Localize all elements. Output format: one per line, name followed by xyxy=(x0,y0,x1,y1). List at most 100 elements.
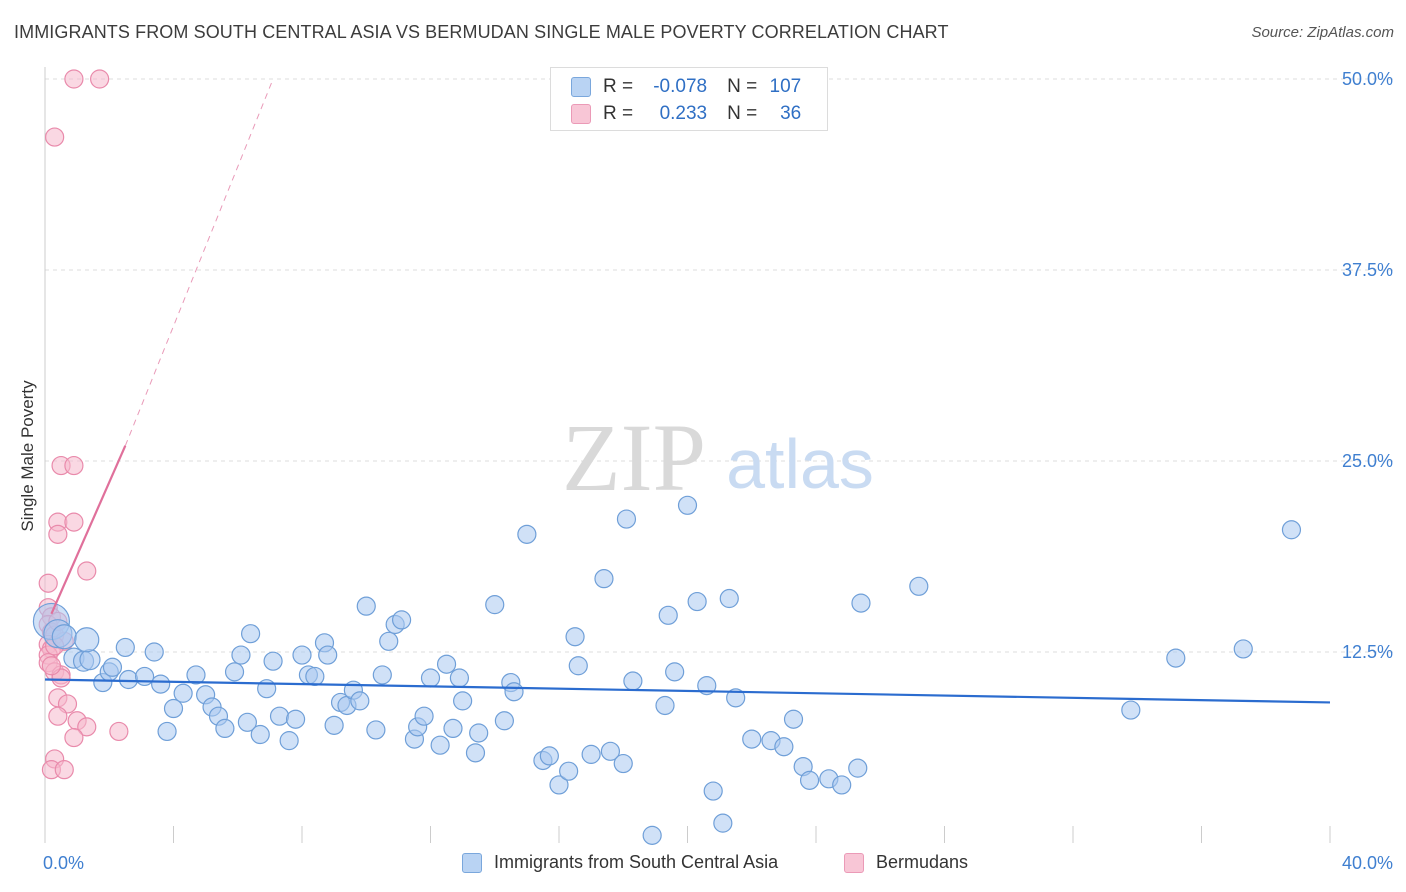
legend-item-bermudans[interactable]: Bermudans xyxy=(844,852,968,873)
south-central-asia-point xyxy=(453,691,473,711)
r-label: R = xyxy=(603,76,634,97)
pink-trend-extension xyxy=(124,78,274,446)
axes xyxy=(44,67,1331,843)
correlation-legend: R = -0.078 N = 107 R = 0.233 N = 36 xyxy=(550,67,828,131)
south-central-asia-point xyxy=(594,569,614,589)
legend-item-south-central-asia[interactable]: Immigrants from South Central Asia xyxy=(462,852,778,873)
south-central-asia-point xyxy=(565,627,585,647)
south-central-asia-point xyxy=(115,637,135,658)
source-label: Source: ZipAtlas.com xyxy=(1251,24,1394,41)
chart-title: IMMIGRANTS FROM SOUTH CENTRAL ASIA VS BE… xyxy=(14,22,949,42)
south-central-asia-point xyxy=(581,744,601,764)
south-central-asia-point xyxy=(231,645,251,665)
south-central-asia-point xyxy=(144,642,164,662)
pink-swatch xyxy=(571,104,591,124)
south-central-asia-point xyxy=(713,813,733,833)
south-central-asia-point xyxy=(485,595,505,615)
y-tick-label: 37.5% xyxy=(1342,260,1393,280)
n-value: 107 xyxy=(769,76,802,97)
south-central-asia-point xyxy=(186,665,206,685)
south-central-asia-point xyxy=(1281,520,1302,540)
r-value: -0.078 xyxy=(653,76,708,97)
south-central-asia-point xyxy=(372,665,392,685)
south-central-asia-point xyxy=(600,741,621,761)
south-central-asia-point xyxy=(549,775,569,795)
south-central-asia-point xyxy=(157,721,177,742)
south-central-asia-point xyxy=(350,691,370,711)
legend-row-blue: R = -0.078 N = 107 xyxy=(571,74,801,100)
south-central-asia-point xyxy=(263,651,283,671)
south-central-asia-point xyxy=(74,627,100,653)
trend-lines xyxy=(44,78,1331,704)
watermark-zip: ZIP xyxy=(562,404,706,511)
south-central-asia-point xyxy=(292,645,312,665)
south-central-asia-point xyxy=(379,631,399,651)
south-central-asia-point xyxy=(449,668,470,688)
grid-lines xyxy=(45,78,1394,653)
south-central-asia-point xyxy=(623,671,643,691)
south-central-asia-point xyxy=(719,588,739,609)
bermudans-point xyxy=(54,760,74,780)
tick-labels: 12.5% 25.0% 37.5% 50.0% 0.0% 40.0% xyxy=(43,69,1393,873)
south-central-asia-point xyxy=(539,746,559,766)
south-central-asia-point xyxy=(215,718,235,739)
bermudans-point xyxy=(45,127,65,147)
south-central-asia-point xyxy=(703,781,723,801)
bermudans-point xyxy=(64,512,84,532)
blue-swatch xyxy=(571,77,591,97)
south-central-asia-point xyxy=(237,712,257,732)
south-central-asia-point xyxy=(774,737,794,757)
south-central-asia-point xyxy=(79,649,101,671)
south-central-asia-point xyxy=(285,709,306,729)
legend-row-pink: R = 0.233 N = 36 xyxy=(571,101,801,127)
y-tick-label: 50.0% xyxy=(1342,69,1393,89)
south-central-asia-point xyxy=(783,709,804,729)
south-central-asia-point xyxy=(391,610,412,630)
south-central-asia-point xyxy=(851,593,871,613)
south-central-asia-point xyxy=(504,682,524,702)
south-central-asia-point xyxy=(1166,648,1186,668)
south-central-asia-point xyxy=(658,605,678,625)
south-central-asia-point xyxy=(250,724,270,745)
south-central-asia-point xyxy=(687,591,707,612)
south-central-asia-point xyxy=(366,720,386,740)
n-label: N = xyxy=(727,76,758,97)
south-central-asia-point xyxy=(318,645,338,665)
south-central-asia-points xyxy=(32,495,1302,845)
south-central-asia-point xyxy=(494,711,514,731)
south-central-asia-point xyxy=(517,524,537,544)
south-central-asia-point xyxy=(173,683,193,703)
south-central-asia-point xyxy=(559,761,579,781)
south-central-asia-point xyxy=(742,729,762,749)
south-central-asia-point xyxy=(269,706,290,726)
legend-label: Bermudans xyxy=(876,852,969,872)
south-central-asia-point xyxy=(469,723,489,743)
south-central-asia-point xyxy=(697,676,717,696)
bermudans-point xyxy=(77,717,97,737)
south-central-asia-point xyxy=(443,718,463,739)
south-central-asia-point xyxy=(102,657,123,677)
bermudans-point xyxy=(64,727,84,748)
bermudans-point xyxy=(38,573,58,593)
south-central-asia-point xyxy=(279,731,299,751)
south-central-asia-point xyxy=(613,753,633,774)
south-central-asia-point xyxy=(799,770,820,790)
south-central-asia-point xyxy=(420,668,441,688)
south-central-asia-point xyxy=(642,825,662,845)
south-central-asia-point xyxy=(1233,639,1253,659)
south-central-asia-point xyxy=(655,695,675,716)
legend-label: Immigrants from South Central Asia xyxy=(494,852,779,872)
bermudans-point xyxy=(90,69,110,89)
r-value: 0.233 xyxy=(659,103,708,124)
south-central-asia-point xyxy=(51,624,77,650)
x-tick-label: 40.0% xyxy=(1342,853,1393,873)
bermudans-point xyxy=(77,561,97,581)
south-central-asia-point xyxy=(848,758,868,778)
series-legend: Immigrants from South Central Asia Bermu… xyxy=(0,852,1406,878)
south-central-asia-point xyxy=(832,775,852,795)
y-tick-label: 12.5% xyxy=(1342,642,1393,662)
south-central-asia-point xyxy=(163,698,184,719)
n-label: N = xyxy=(727,103,758,124)
south-central-asia-point xyxy=(430,735,450,755)
